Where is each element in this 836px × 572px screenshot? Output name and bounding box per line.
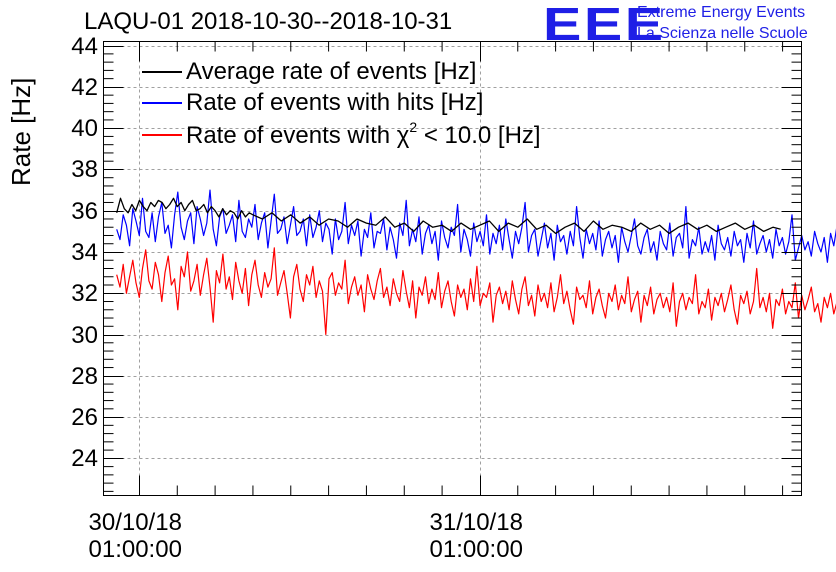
legend-entry-average: Average rate of events [Hz] [186, 58, 477, 85]
logo-line-1: Extreme Energy Events [637, 4, 806, 21]
x-tick-date: 31/10/18 [429, 509, 523, 536]
legend-entry-chi2: Rate of events with χ2 < 10.0 [Hz] [186, 119, 541, 150]
series-average-line [116, 197, 781, 235]
grid-lines [103, 41, 802, 496]
y-tick-label: 24 [71, 444, 98, 472]
y-tick-label: 36 [71, 197, 98, 225]
y-tick-label: 44 [71, 32, 98, 60]
axis-ticks [103, 41, 802, 496]
legend-chi2-symbol: χ [396, 122, 410, 149]
legend-chi2-exponent: 2 [409, 119, 418, 135]
y-tick-label: 28 [71, 362, 98, 390]
legend-entry-hits: Rate of events with hits [Hz] [186, 89, 484, 116]
y-axis-label: Rate [Hz] [0, 78, 40, 186]
eee-logo-mark: EEE [543, 0, 666, 50]
y-tick-label: 38 [71, 155, 98, 183]
series-chi2-line [116, 247, 836, 336]
y-tick-label: 42 [71, 73, 98, 101]
legend-chi2-suffix: < 10.0 [Hz] [423, 122, 541, 149]
series-hits-line [116, 189, 836, 263]
x-tick-time: 01:00:00 [429, 536, 523, 563]
y-tick-label: 30 [71, 321, 98, 349]
series-layer [116, 189, 836, 336]
y-tick-label: 34 [71, 238, 98, 266]
y-tick-label: 26 [71, 403, 98, 431]
x-tick-date: 30/10/18 [88, 509, 182, 536]
y-axis-label-text: Rate [Hz] [6, 77, 36, 186]
y-tick-label: 32 [71, 279, 98, 307]
chart-title: LAQU-01 2018-10-30--2018-10-31 [84, 8, 453, 35]
logo-line-2: La Scienza nelle Scuole [637, 25, 808, 42]
legend-lines [142, 71, 182, 136]
legend-chi2-prefix: Rate of events with [186, 122, 391, 149]
y-tick-label: 40 [71, 114, 98, 142]
x-tick-time: 01:00:00 [88, 536, 182, 563]
